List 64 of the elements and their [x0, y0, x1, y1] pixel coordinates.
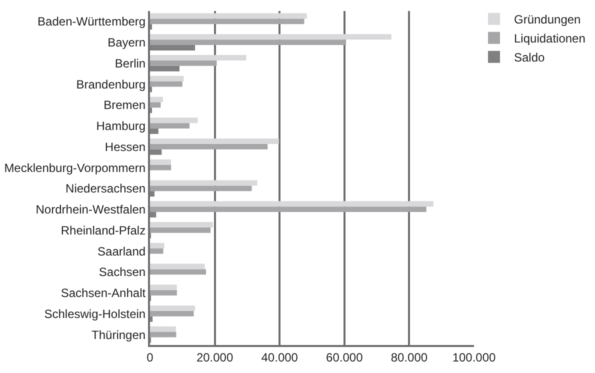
y-tick-label: Hessen [104, 140, 146, 154]
x-tick-label: 20.000 [196, 350, 234, 364]
bar [150, 138, 279, 144]
bar [150, 149, 162, 155]
y-tick-label: Thüringen [92, 328, 146, 342]
bar [150, 248, 164, 254]
bar [150, 159, 172, 165]
bar [150, 222, 213, 228]
y-tick-label: Saarland [98, 244, 146, 258]
bar [150, 13, 307, 19]
bar [150, 128, 158, 134]
y-tick-label: Rheinland-Pfalz [60, 223, 146, 238]
bar [150, 60, 217, 66]
x-tick-label: 60.000 [326, 350, 364, 364]
bar [150, 326, 176, 332]
y-tick-label: Baden-Württemberg [38, 14, 146, 29]
bar [150, 212, 156, 218]
bar [150, 264, 205, 270]
bar [150, 269, 206, 275]
bar [150, 144, 268, 150]
bar [150, 306, 196, 311]
y-tick-label: Bayern [108, 36, 146, 50]
y-tick-label: Berlin [114, 56, 146, 70]
y-tick-label: Sachsen [98, 265, 146, 280]
bar [150, 123, 190, 129]
bar [150, 332, 176, 338]
x-tick-label: 80.000 [390, 350, 428, 364]
bar [150, 284, 177, 290]
bar [150, 242, 164, 248]
bar [150, 96, 163, 102]
y-tick-label: Schleswig-Holstein [44, 306, 146, 321]
y-tick-label: Nordrhein-Westfalen [36, 202, 146, 217]
bar [150, 40, 346, 46]
bar [150, 81, 182, 87]
y-tick-label: Brandenburg [76, 77, 146, 92]
bar [150, 45, 196, 50]
bar [150, 316, 153, 322]
legend-label: Gründungen [514, 12, 581, 26]
bar [150, 206, 426, 212]
bar [150, 191, 155, 197]
x-tick-label: 40.000 [261, 350, 298, 364]
y-tick-label: Hamburg [96, 119, 146, 134]
y-tick-label: Sachsen-Anhalt [60, 286, 146, 300]
x-tick-label: 0 [146, 350, 154, 364]
legend-label: Liquidationen [514, 32, 586, 46]
y-tick-label: Niedersachsen [66, 182, 146, 196]
bar [150, 118, 198, 124]
bar [150, 34, 392, 40]
bar [150, 66, 180, 72]
y-tick-label: Bremen [104, 98, 146, 112]
bar [150, 102, 161, 108]
bar [150, 290, 177, 296]
bar [150, 186, 252, 192]
bar [150, 310, 194, 316]
bar [150, 76, 184, 82]
bar [150, 164, 172, 170]
bar [150, 201, 434, 207]
x-tick-label: 100.000 [452, 350, 496, 364]
bar [150, 18, 304, 24]
y-tick-label: Mecklenburg-Vorpommern [4, 160, 146, 175]
bar [150, 180, 258, 186]
legend-label: Saldo [514, 50, 546, 64]
bar [150, 55, 246, 60]
bar [150, 227, 211, 233]
